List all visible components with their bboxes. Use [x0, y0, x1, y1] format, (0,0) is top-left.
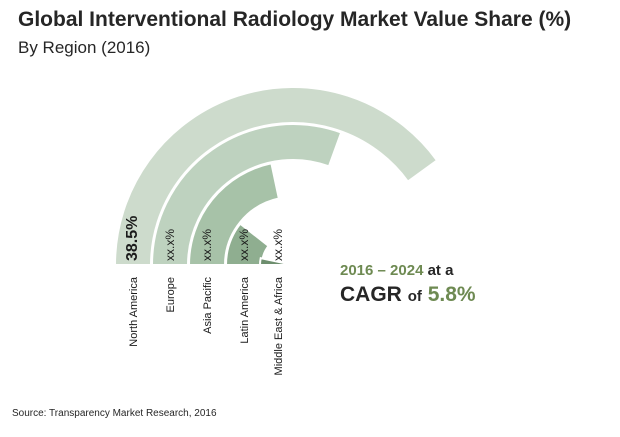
chart-subtitle: By Region (2016): [18, 38, 151, 57]
category-label: Latin America: [239, 276, 251, 344]
value-label: 38.5%: [124, 216, 141, 261]
cagr-of: of: [407, 288, 422, 305]
value-label: xx.x%: [237, 229, 251, 261]
value-label: xx.x%: [271, 229, 285, 261]
value-label: xx.x%: [163, 229, 177, 261]
cagr-value: 5.8%: [427, 283, 476, 306]
chart-title: Global Interventional Radiology Market V…: [18, 8, 572, 31]
cagr-label: CAGR: [340, 283, 402, 306]
cagr-at-a: at a: [427, 262, 454, 279]
category-label: Europe: [165, 277, 177, 312]
category-label: Asia Pacific: [202, 277, 214, 334]
bar-middle-east-africa: [258, 256, 298, 267]
cagr-callout: 2016 – 2024 at a CAGR of 5.8%: [340, 262, 570, 307]
value-label: xx.x%: [200, 229, 214, 261]
category-label: North America: [128, 276, 140, 347]
cagr-years: 2016 – 2024: [340, 262, 424, 279]
source-note: Source: Transparency Market Research, 20…: [12, 408, 217, 419]
category-label: Middle East & Africa: [273, 276, 285, 375]
